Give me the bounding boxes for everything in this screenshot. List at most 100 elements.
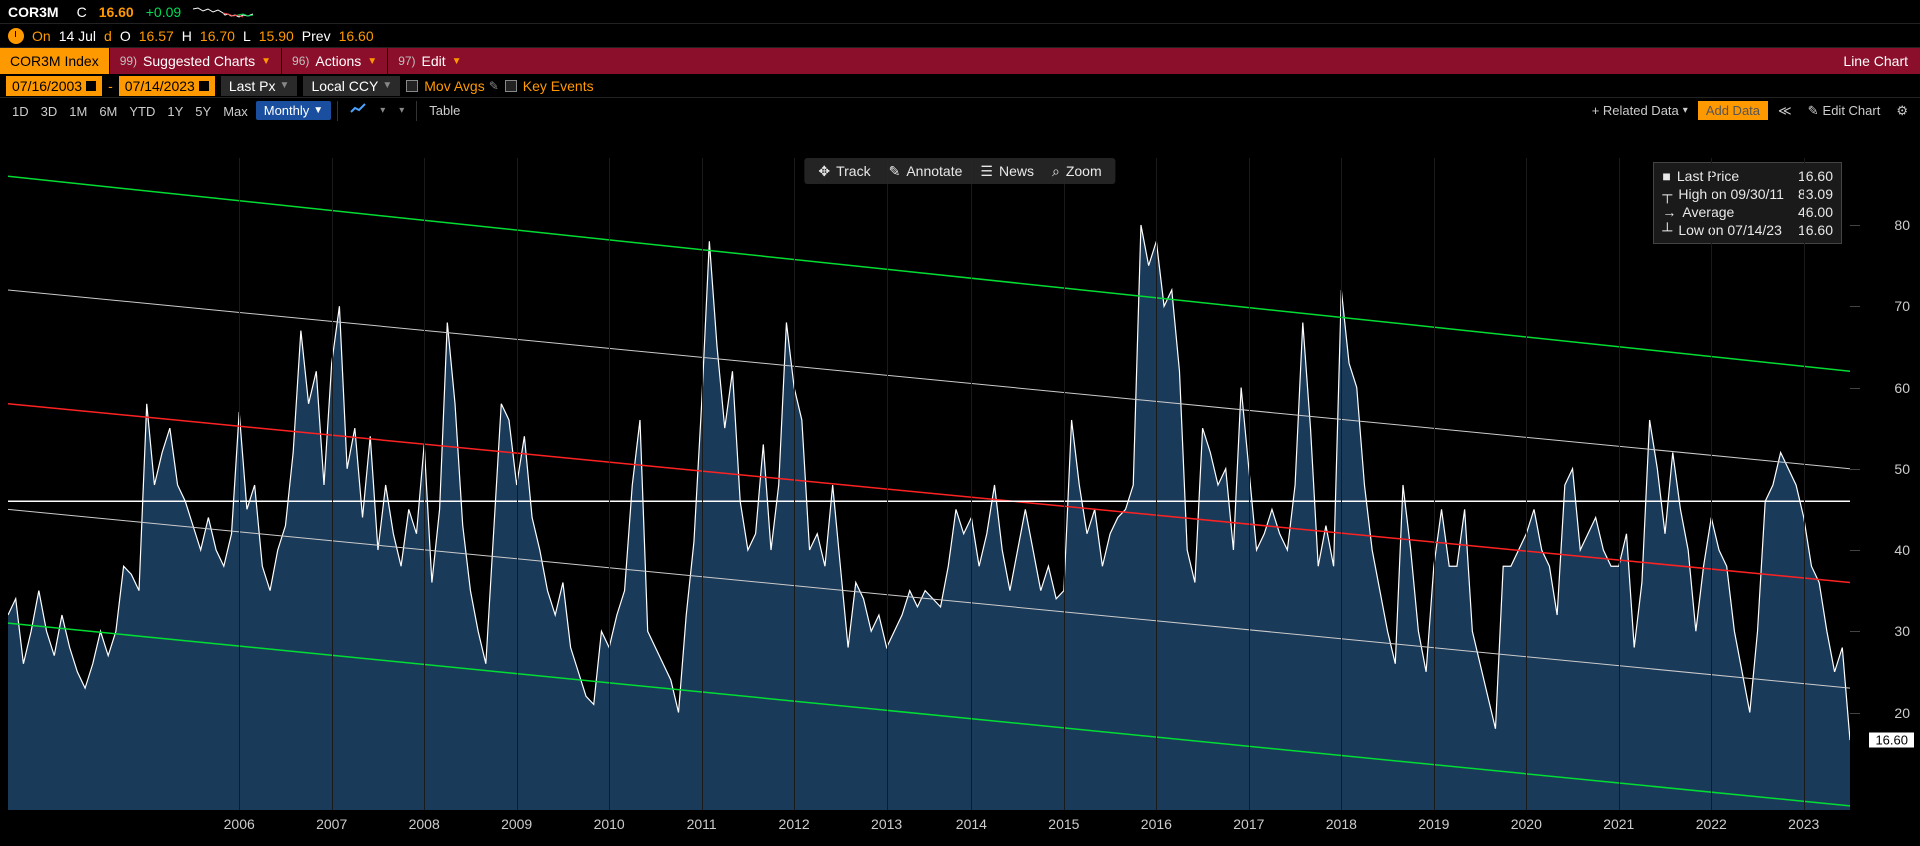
annotate-button[interactable]: ✎Annotate	[889, 163, 963, 180]
x-axis: 2006 2007 2008 2009 2010 2011 2012 2013 2014 2015…	[8, 810, 1850, 846]
tf-1y[interactable]: 1Y	[161, 102, 189, 121]
sparkline	[193, 3, 253, 21]
ohlc-prev-label: Prev	[302, 28, 331, 44]
actions-button[interactable]: 96) Actions ▼	[281, 48, 387, 74]
ticker-row: COR3M C 16.60 +0.09	[0, 0, 1920, 24]
chart-style-dropdown2[interactable]: ▾	[393, 103, 410, 118]
chart-type-label[interactable]: Line Chart	[1831, 48, 1920, 74]
mov-avgs-checkbox[interactable]	[406, 80, 418, 92]
gear-icon[interactable]: ⚙	[1890, 101, 1914, 121]
y-tick: 30	[1894, 623, 1910, 639]
price-chart	[8, 160, 1850, 810]
ohlc-on: On	[32, 28, 51, 44]
x-tick: 2016	[1141, 816, 1172, 832]
ohlc-l: 15.90	[259, 28, 294, 44]
date-from-input[interactable]: 07/16/2003	[6, 76, 102, 96]
x-tick: 2013	[871, 816, 902, 832]
date-dash: -	[108, 78, 113, 94]
y-tick: 40	[1894, 542, 1910, 558]
fn-num: 97)	[398, 54, 415, 68]
tf-max[interactable]: Max	[217, 102, 254, 121]
y-tick: 60	[1894, 380, 1910, 396]
function-bar: COR3M Index 99) Suggested Charts ▼ 96) A…	[0, 48, 1920, 74]
x-tick: 2021	[1603, 816, 1634, 832]
mov-avgs-label[interactable]: Mov Avgs ✎	[424, 78, 499, 94]
tf-5y[interactable]: 5Y	[189, 102, 217, 121]
news-icon: ☰	[980, 163, 993, 180]
calendar-icon	[86, 81, 96, 91]
tf-1m[interactable]: 1M	[63, 102, 93, 121]
chart-style-dropdown[interactable]: ▾	[374, 103, 391, 118]
key-events-checkbox[interactable]	[505, 80, 517, 92]
y-tick: 80	[1894, 217, 1910, 233]
x-tick: 2006	[224, 816, 255, 832]
edit-button[interactable]: 97) Edit ▼	[387, 48, 471, 74]
line-icon[interactable]	[344, 100, 372, 121]
param-row: 07/16/2003 - 07/14/2023 Last Px ▼ Local …	[0, 74, 1920, 98]
chevron-down-icon: ▼	[367, 56, 377, 67]
x-tick: 2011	[687, 816, 717, 832]
x-tick: 2020	[1511, 816, 1542, 832]
ticker-last: 16.60	[99, 4, 134, 20]
clock-icon	[8, 28, 24, 44]
date-from-value: 07/16/2003	[12, 78, 82, 94]
date-to-input[interactable]: 07/14/2023	[119, 76, 215, 96]
x-tick: 2008	[409, 816, 440, 832]
last-px-select[interactable]: Last Px ▼	[221, 76, 298, 96]
pencil-icon: ✎	[889, 163, 901, 180]
chevron-down-icon: ▼	[261, 56, 271, 67]
track-button[interactable]: ✥Track	[818, 163, 870, 180]
x-tick: 2010	[594, 816, 625, 832]
ccy-label: Local CCY	[311, 78, 378, 94]
fn-label: Actions	[315, 53, 361, 69]
tf-selected-label: Monthly	[264, 103, 310, 118]
ohlc-row: On 14 Jul d O 16.57 H 16.70 L 15.90 Prev…	[0, 24, 1920, 48]
key-events-label[interactable]: Key Events	[523, 78, 594, 94]
chevron-down-icon: ▼	[280, 80, 290, 91]
tf-6m[interactable]: 6M	[93, 102, 123, 121]
collapse-icon[interactable]: ≪	[1772, 101, 1798, 121]
x-tick: 2009	[501, 816, 532, 832]
ticker-change: +0.09	[146, 4, 181, 20]
x-tick: 2015	[1048, 816, 1079, 832]
table-button[interactable]: Table	[423, 101, 466, 120]
tf-3d[interactable]: 3D	[35, 102, 64, 121]
fn-label: Suggested Charts	[143, 53, 255, 69]
chevron-down-icon: ▼	[382, 80, 392, 91]
fn-num: 99)	[120, 54, 137, 68]
suggested-charts-button[interactable]: 99) Suggested Charts ▼	[109, 48, 281, 74]
ohlc-h: 16.70	[200, 28, 235, 44]
tf-selected[interactable]: Monthly ▼	[256, 101, 331, 120]
ohlc-date: 14 Jul	[59, 28, 96, 44]
fn-label: Edit	[422, 53, 446, 69]
x-tick: 2019	[1418, 816, 1449, 832]
x-tick: 2007	[316, 816, 347, 832]
chevron-down-icon: ▼	[313, 105, 323, 116]
x-tick: 2012	[779, 816, 810, 832]
ticker-symbol[interactable]: COR3M	[8, 4, 59, 20]
calendar-icon	[199, 81, 209, 91]
ohlc-o: 16.57	[139, 28, 174, 44]
date-to-value: 07/14/2023	[125, 78, 195, 94]
ohlc-l-label: L	[243, 28, 251, 44]
search-icon: ⌕	[1052, 163, 1060, 180]
y-tick: 20	[1894, 705, 1910, 721]
edit-chart-button[interactable]: ✎ Edit Chart	[1802, 101, 1887, 121]
x-tick: 2014	[956, 816, 987, 832]
index-box[interactable]: COR3M Index	[0, 48, 109, 74]
related-data-button[interactable]: + Related Data ▾	[1586, 101, 1694, 120]
tf-1d[interactable]: 1D	[6, 102, 35, 121]
x-tick: 2017	[1233, 816, 1264, 832]
pencil-icon: ✎	[489, 79, 499, 93]
news-button[interactable]: ☰News	[980, 163, 1034, 180]
tf-ytd[interactable]: YTD	[123, 102, 161, 121]
x-tick: 2018	[1326, 816, 1357, 832]
zoom-button[interactable]: ⌕Zoom	[1052, 163, 1102, 180]
y-axis: 8070605040302016.60	[1850, 160, 1920, 810]
ccy-select[interactable]: Local CCY ▼	[303, 76, 400, 96]
pencil-icon: ✎	[1808, 103, 1819, 119]
chart-area[interactable]: 8070605040302016.60 20062007200820092010…	[0, 150, 1920, 846]
add-data-button[interactable]: Add Data	[1698, 101, 1768, 120]
y-tick: 50	[1894, 461, 1910, 477]
ohlc-prev: 16.60	[339, 28, 374, 44]
